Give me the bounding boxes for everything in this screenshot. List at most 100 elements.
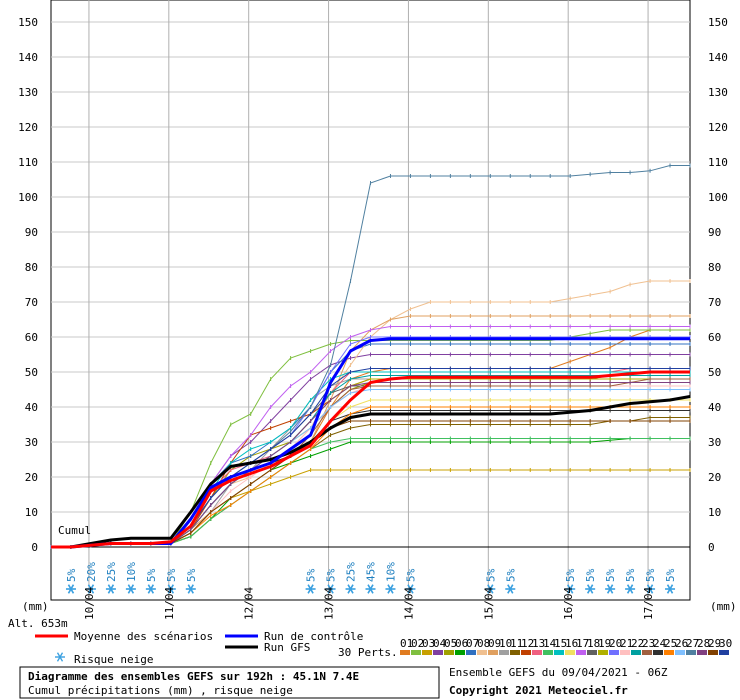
snow-risk-item: 5% <box>404 568 417 594</box>
snow-risk-item: 5% <box>65 568 78 594</box>
perts-swatch <box>400 650 410 655</box>
grid <box>50 0 691 601</box>
snow-risk-item: 5% <box>644 568 657 594</box>
snow-risk-pct: 5% <box>564 568 577 582</box>
perts-swatch <box>719 650 729 655</box>
snowflake-icon <box>65 584 76 594</box>
y-tick-label: 130 <box>18 86 38 99</box>
y-tick-label: 110 <box>708 156 728 169</box>
y-tick-label: 150 <box>18 16 38 29</box>
perts-swatch <box>433 650 443 655</box>
perts-number: 23 <box>642 637 655 650</box>
snow-risk-pct: 20% <box>85 562 98 582</box>
perts-number: 14 <box>543 637 557 650</box>
snow-risk-pct: 5% <box>604 568 617 582</box>
perts-swatch <box>598 650 608 655</box>
perts-number: 11 <box>510 637 523 650</box>
snowflake-icon <box>405 584 416 594</box>
perts-swatch <box>642 650 652 655</box>
perts-swatch <box>510 650 520 655</box>
perts-swatch <box>477 650 487 655</box>
snowflake-icon <box>145 584 156 594</box>
y-tick-label: 30 <box>25 436 38 449</box>
perts-swatch <box>697 650 707 655</box>
snow-risk-pct: 5% <box>65 568 78 582</box>
perts-number: 19 <box>598 637 611 650</box>
y-tick-label: 20 <box>25 471 38 484</box>
y-tick-label: 130 <box>708 86 728 99</box>
perts-number: 13 <box>532 637 545 650</box>
y-tick-label: 10 <box>708 506 721 519</box>
altitude-label: Alt. 653m <box>8 617 68 630</box>
y-tick-label: 90 <box>708 226 721 239</box>
y-tick-label: 140 <box>18 51 38 64</box>
y-axis-left: 0 10 20 30 40 50 60 70 80 90 100 110 120 130 140 150 <box>18 16 38 554</box>
perts-number: 02 <box>411 637 424 650</box>
snow-risk-pct: 5% <box>325 568 338 582</box>
perts-swatch <box>499 650 509 655</box>
snow-risk-item: 5% <box>185 568 198 594</box>
perts-number: 08 <box>477 637 490 650</box>
snow-risk-pct: 10% <box>384 562 397 582</box>
y-tick-label: 120 <box>708 121 728 134</box>
snow-risk-pct: 10% <box>125 562 138 582</box>
footer-box <box>19 666 440 699</box>
snow-risk-item: 45% <box>365 562 378 594</box>
perts-number: 05 <box>444 637 457 650</box>
perts-number: 22 <box>631 637 644 650</box>
x-tick-label: 15/04 <box>482 587 495 620</box>
snowflake-icon <box>605 584 616 594</box>
snow-risk-pct: 5% <box>504 568 517 582</box>
snow-risk-pct: 25% <box>105 562 118 582</box>
perts-number: 03 <box>422 637 435 650</box>
snowflake-icon <box>55 652 65 662</box>
perts-number: 16 <box>565 637 578 650</box>
snowflake-icon <box>645 584 656 594</box>
perts-swatch <box>686 650 696 655</box>
snowflake-icon <box>105 584 116 594</box>
perts-number: 27 <box>686 637 699 650</box>
perts-number: 20 <box>609 637 622 650</box>
perts-number: 18 <box>587 637 600 650</box>
snow-risk-item: 10% <box>125 562 138 594</box>
y-tick-label: 80 <box>25 261 38 274</box>
footer-subtitle: Cumul précipitations (mm) , risque neige <box>28 684 293 697</box>
plot-frame <box>50 0 691 548</box>
snowflake-icon <box>185 584 196 594</box>
perts-number: 12 <box>521 637 534 650</box>
run-info: Ensemble GEFS du 09/04/2021 - 06Z <box>449 666 668 679</box>
unit-left: (mm) <box>22 600 49 613</box>
y-tick-label: 70 <box>708 296 721 309</box>
y-tick-label: 60 <box>708 331 721 344</box>
perts-swatch <box>620 650 630 655</box>
perts-swatch <box>521 650 531 655</box>
perts-number: 17 <box>576 637 589 650</box>
perts-number: 26 <box>675 637 688 650</box>
perts-swatch <box>543 650 553 655</box>
snow-risk-item: 5% <box>145 568 158 594</box>
snowflake-icon <box>345 584 356 594</box>
snowflake-icon <box>485 584 496 594</box>
legend: Moyenne des scénarios Run de contrôle Ru… <box>35 630 732 666</box>
snowflake-icon <box>385 584 396 594</box>
y-tick-label: 30 <box>708 436 721 449</box>
snow-risk-pct: 5% <box>305 568 318 582</box>
snow-risk-pct: 5% <box>644 568 657 582</box>
y-tick-label: 120 <box>18 121 38 134</box>
snow-risk-pct: 5% <box>404 568 417 582</box>
snow-risk-pct: 5% <box>664 568 677 582</box>
perts-swatch <box>631 650 641 655</box>
x-tick-label: 16/04 <box>562 587 575 620</box>
perts-number: 10 <box>499 637 512 650</box>
snowflake-icon <box>85 584 96 594</box>
snowflake-icon <box>625 584 636 594</box>
y-tick-label: 110 <box>18 156 38 169</box>
snow-risk-item: 10% <box>384 562 397 594</box>
legend-controle-label: Run de contrôle <box>264 630 363 643</box>
snow-risk-pct: 5% <box>145 568 158 582</box>
legend-risque-label: Risque neige <box>74 653 153 666</box>
snow-frame <box>50 546 691 601</box>
y-tick-label: 150 <box>708 16 728 29</box>
snow-risk-pct: 45% <box>365 562 378 582</box>
y-tick-label: 90 <box>25 226 38 239</box>
